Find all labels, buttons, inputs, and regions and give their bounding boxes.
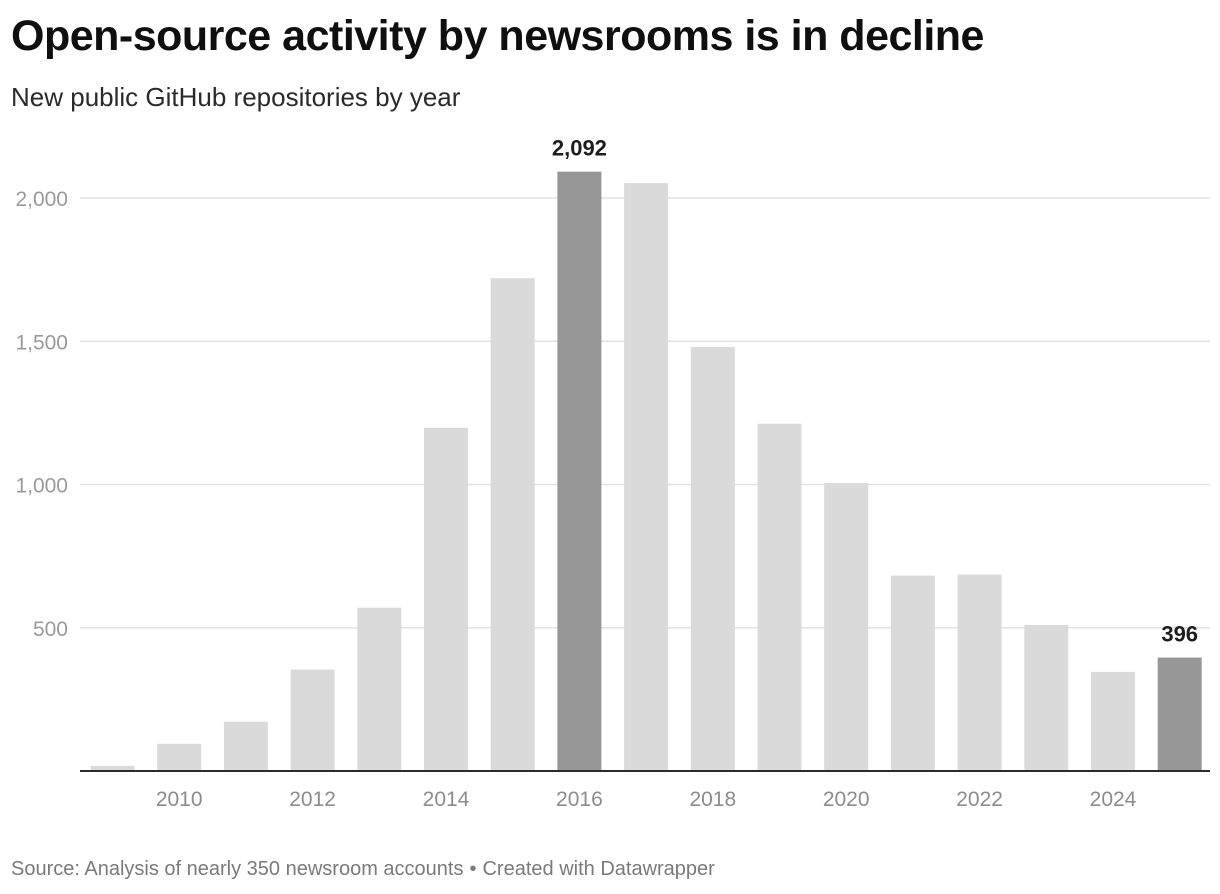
x-tick-label: 2014 [423,788,470,811]
bar-2023 [1024,624,1069,771]
x-tick-label: 2022 [956,788,1003,811]
bar-2015 [490,278,535,771]
x-tick-label: 2024 [1090,788,1137,811]
bar-2016 [557,171,602,772]
x-tick-label: 2020 [823,788,870,811]
x-axis-tick-labels: 2010 2012 2014 2016 2018 2020 2022 2024 [156,788,1137,811]
x-tick-label: 2012 [289,788,336,811]
source-note: Source: Analysis of nearly 350 newsroom … [11,858,464,880]
data-labels: 2,092 396 [552,136,1198,647]
chart-subtitle: New public GitHub repositories by year [11,82,461,112]
footer-separator: • [469,858,477,880]
bar-2025 [1157,657,1202,771]
y-tick-label: 1,000 [15,475,68,498]
bars [90,171,1202,772]
y-tick-label: 500 [33,618,68,641]
bar-2021 [890,575,935,771]
x-tick-label: 2018 [689,788,736,811]
bar-2013 [357,607,402,771]
bar-2010 [157,743,202,771]
bar-2012 [290,669,335,771]
y-axis-tick-labels: 500 1,000 1,500 2,000 [15,188,68,641]
data-label-2025: 396 [1161,622,1198,647]
bar-2024 [1091,671,1135,771]
bar-2011 [223,721,268,771]
bar-2018 [690,346,735,771]
data-label-2016: 2,092 [552,136,607,161]
bar-2017 [624,183,669,772]
footer: Source: Analysis of nearly 350 newsroom … [11,858,715,881]
bar-2009 [90,765,135,771]
bar-2019 [757,423,802,771]
bar-2014 [424,427,468,771]
credit-note: Created with Datawrapper [482,858,715,880]
x-tick-label: 2016 [556,788,603,811]
bar-2022 [957,574,1002,771]
bar-2020 [824,483,869,771]
x-tick-label: 2010 [156,788,203,811]
y-tick-label: 1,500 [15,331,68,354]
bar-chart: 500 1,000 1,500 2,000 2,092 396 2010 2012 2014… [15,136,1210,811]
y-tick-label: 2,000 [15,188,68,211]
chart-title: Open-source activity by newsrooms is in … [11,12,984,60]
